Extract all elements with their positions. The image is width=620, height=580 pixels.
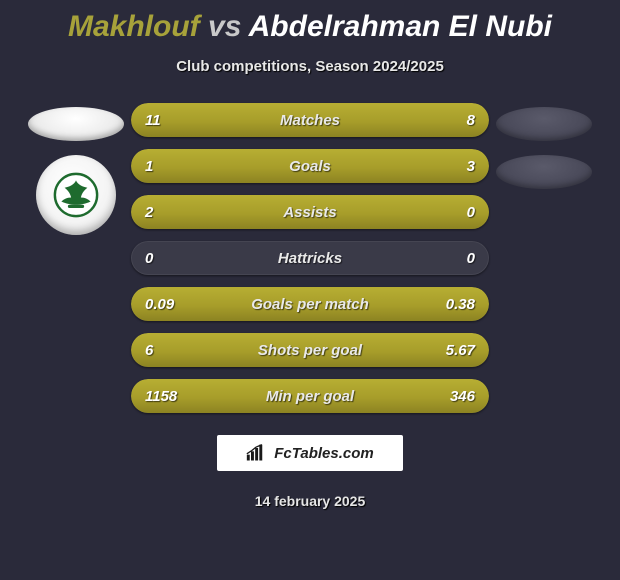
- date-text: 14 february 2025: [255, 493, 366, 509]
- stat-row: Min per goal1158 346: [131, 379, 489, 413]
- stat-row: Hattricks0 0: [131, 241, 489, 275]
- stat-label: Goals: [131, 149, 489, 183]
- player1-name: Makhlouf: [68, 10, 200, 43]
- stat-value-right: 3: [467, 149, 475, 183]
- stat-row: Assists2 0: [131, 195, 489, 229]
- stat-label: Min per goal: [131, 379, 489, 413]
- player2-name: Abdelrahman El Nubi: [249, 10, 552, 43]
- brand-text: FcTables.com: [274, 445, 373, 462]
- stat-row: Shots per goal6 5.67: [131, 333, 489, 367]
- stat-value-right: 346: [450, 379, 475, 413]
- stat-row: Goals per match0.09 0.38: [131, 287, 489, 321]
- player2-club-placeholder: [496, 155, 592, 189]
- stat-label: Assists: [131, 195, 489, 229]
- page: Makhlouf vs Abdelrahman El Nubi Club com…: [0, 0, 620, 580]
- stat-value-right: 0.38: [446, 287, 475, 321]
- vs-text: vs: [208, 10, 241, 43]
- stat-row: Matches11 8: [131, 103, 489, 137]
- eagle-badge-icon: [50, 169, 102, 221]
- stat-value-left: 6: [145, 333, 153, 367]
- stat-label: Hattricks: [131, 241, 489, 275]
- player2-avatar-placeholder: [496, 107, 592, 141]
- subtitle: Club competitions, Season 2024/2025: [176, 58, 444, 75]
- stat-value-left: 2: [145, 195, 153, 229]
- player1-club-badge: [36, 155, 116, 235]
- stat-value-left: 0: [145, 241, 153, 275]
- stat-value-left: 0.09: [145, 287, 174, 321]
- comparison-panel: Matches118Goals13Assists20Hattricks00Goa…: [4, 103, 616, 413]
- stat-value-right: 8: [467, 103, 475, 137]
- stat-value-right: 0: [467, 195, 475, 229]
- player2-side: [489, 103, 599, 413]
- stat-row: Goals1 3: [131, 149, 489, 183]
- stat-value-right: 0: [467, 241, 475, 275]
- player1-avatar-placeholder: [28, 107, 124, 141]
- page-title: Makhlouf vs Abdelrahman El Nubi: [68, 10, 552, 44]
- chart-icon: [246, 444, 266, 462]
- stat-value-right: 5.67: [446, 333, 475, 367]
- stat-label: Matches: [131, 103, 489, 137]
- stat-bars: Matches118Goals13Assists20Hattricks00Goa…: [131, 103, 489, 413]
- stat-label: Shots per goal: [131, 333, 489, 367]
- stat-value-left: 11: [145, 103, 161, 137]
- stat-label: Goals per match: [131, 287, 489, 321]
- player1-side: [21, 103, 131, 413]
- brand-badge[interactable]: FcTables.com: [217, 435, 403, 471]
- stat-value-left: 1158: [145, 379, 177, 413]
- stat-value-left: 1: [145, 149, 153, 183]
